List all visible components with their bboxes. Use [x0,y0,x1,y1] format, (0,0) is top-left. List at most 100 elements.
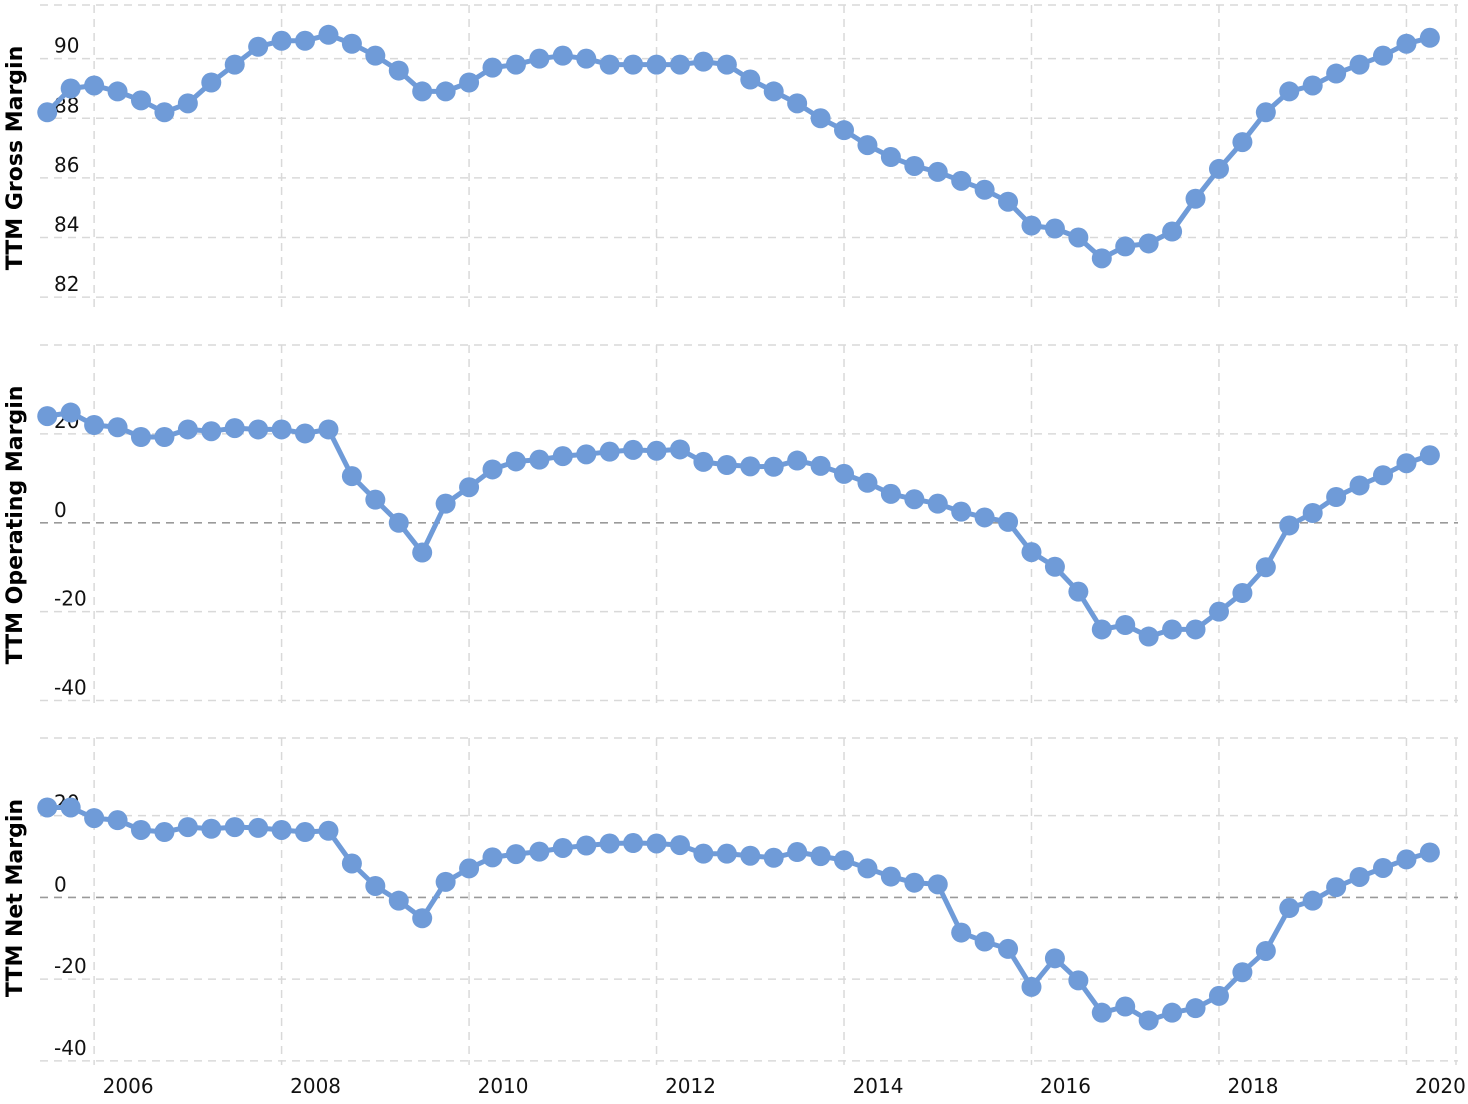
data-point [1302,890,1323,911]
data-point [1138,233,1159,254]
data-point [1021,976,1042,997]
data-point [740,456,761,477]
y-tick-label: -40 [54,1036,87,1060]
data-point [1255,102,1276,123]
data-point [716,54,737,75]
data-point [341,33,362,54]
data-point [60,78,81,99]
data-point [669,439,690,460]
data-point [834,463,855,484]
data-point [1068,227,1089,248]
data-point [84,415,105,435]
data-point [1138,1010,1159,1031]
data-point [1255,557,1276,578]
y-tick-label: 0 [54,498,67,522]
data-point [318,24,339,45]
data-point [998,938,1019,959]
y-axis-title: TTM Net Margin [3,799,28,997]
data-point [927,874,948,895]
data-point [1208,985,1229,1006]
data-point [201,818,222,839]
data-point [505,54,526,75]
data-point [599,441,620,462]
data-point [1091,619,1112,640]
data-point [459,858,480,879]
data-point [880,483,901,504]
y-axis-title: TTM Gross Margin [3,46,28,270]
data-point [1115,236,1136,257]
x-tick-label: 2008 [290,1074,341,1098]
data-point [880,866,901,887]
data-point [1208,158,1229,179]
data-point [295,822,316,843]
data-point [716,843,737,864]
data-point [1396,33,1417,54]
data-point [1138,626,1159,647]
data-point [318,820,339,841]
data-point [646,440,667,461]
data-point [37,102,58,123]
y-tick-label: 0 [54,872,67,896]
panel-operating: -40-20020TTM Operating Margin [3,344,1458,705]
data-point [37,406,58,427]
data-point [412,542,433,563]
data-point [388,890,409,911]
data-point [271,419,292,440]
data-point [1279,81,1300,102]
data-point [904,489,925,510]
data-point [1419,842,1440,863]
data-point [763,456,784,477]
data-point [1279,898,1300,919]
data-point [951,501,972,522]
data-point [623,833,644,854]
data-point [1419,445,1440,466]
data-point [669,54,690,75]
y-tick-label: -40 [54,676,87,700]
data-point [435,871,456,892]
data-point [599,833,620,854]
data-point [1162,221,1183,242]
data-point [1091,1002,1112,1023]
data-point [1162,619,1183,640]
data-point [130,90,151,111]
data-point [1302,75,1323,96]
data-point [599,54,620,75]
data-point [810,846,831,867]
data-point [857,135,878,156]
data-point [271,819,292,840]
data-point [1091,248,1112,269]
data-point [810,108,831,129]
data-point [248,36,269,57]
data-point [177,817,198,838]
data-point [974,931,995,952]
data-point [505,844,526,865]
data-point [1232,962,1253,983]
data-point [552,837,573,858]
data-point [669,835,690,856]
data-point [998,191,1019,212]
data-point [693,451,714,472]
data-point [1185,998,1206,1019]
data-point [834,850,855,871]
data-point [1349,54,1370,75]
data-point [482,459,503,480]
data-point [1044,556,1065,577]
data-point [1021,542,1042,563]
data-point [787,842,808,863]
y-axis-title: TTM Operating Margin [3,386,28,665]
data-point [107,417,128,438]
data-point [435,493,456,514]
data-point [529,449,550,470]
data-point [1373,465,1394,486]
data-point [857,472,878,493]
data-point [388,512,409,533]
data-point [224,817,245,838]
data-point [576,48,597,69]
data-point [248,419,269,440]
data-point [693,843,714,864]
data-point [107,81,128,102]
data-point [974,507,995,528]
data-point [1044,218,1065,239]
